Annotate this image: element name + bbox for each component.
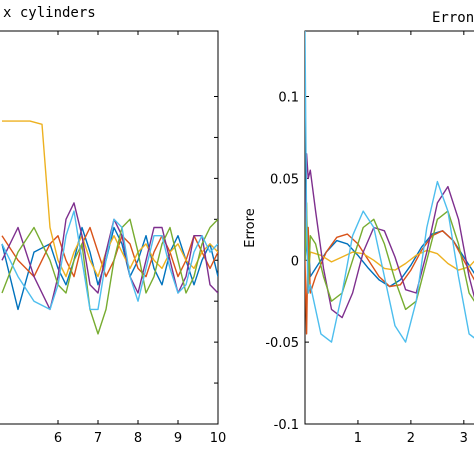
y-tick-label: -0.05 (265, 336, 299, 351)
right-panel: Erron Errore 1 2 3 -0.1 -0.05 0 0.05 0.1 (243, 10, 474, 446)
left-plot-frame (0, 30, 219, 425)
x-tick-label: 8 (134, 431, 142, 446)
y-tick-label: 0.05 (270, 172, 299, 187)
left-series-group (1, 120, 218, 335)
x-tick-label: 9 (174, 431, 182, 446)
series-line-6 (1, 210, 218, 311)
series-line-6 (305, 31, 474, 343)
right-panel-title: Erron (432, 10, 474, 26)
left-x-tick-labels: 6 7 8 9 10 (54, 431, 226, 446)
x-tick-label: 10 (210, 431, 227, 446)
left-panel-title: x cylinders (3, 5, 96, 21)
x-tick-label: 1 (354, 431, 362, 446)
right-series-group (305, 31, 474, 343)
x-tick-label: 6 (54, 431, 62, 446)
left-panel: x cylinders 6 7 8 9 10 (0, 5, 226, 446)
series-line-4 (1, 202, 218, 311)
x-tick-label: 3 (460, 431, 468, 446)
y-tick-label: -0.1 (274, 418, 299, 433)
series-line-4 (305, 153, 474, 319)
right-x-tick-labels: 1 2 3 (354, 431, 468, 446)
series-line-5 (305, 202, 474, 311)
x-tick-label: 2 (407, 431, 415, 446)
x-tick-label: 7 (94, 431, 102, 446)
y-tick-label: 0 (291, 254, 299, 269)
y-tick-label: 0.1 (278, 91, 299, 106)
series-line-3 (305, 210, 474, 278)
right-axis-ticks (305, 31, 465, 425)
right-y-tick-labels: -0.1 -0.05 0 0.05 0.1 (265, 91, 299, 434)
series-line-2 (305, 226, 474, 335)
right-y-axis-label: Errore (243, 208, 258, 247)
